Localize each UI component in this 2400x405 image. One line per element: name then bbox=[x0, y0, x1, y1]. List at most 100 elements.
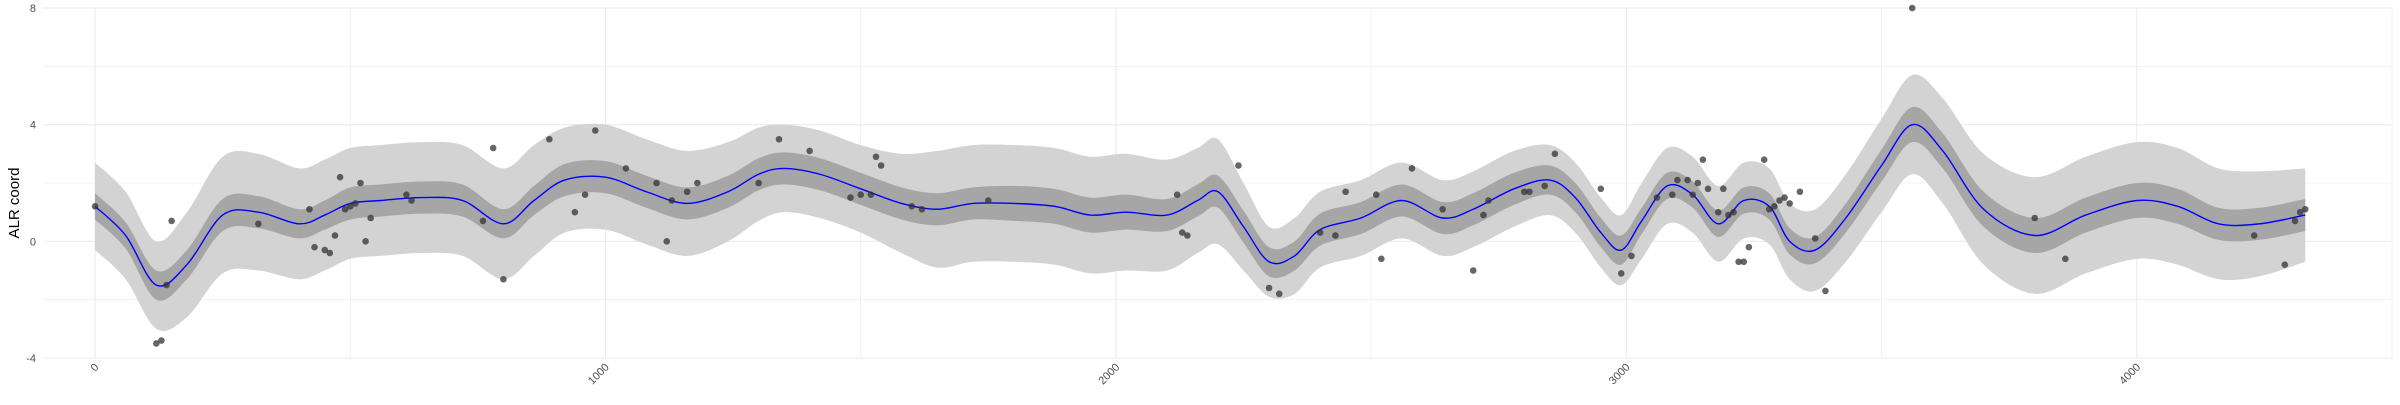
y-tick-label: 8 bbox=[30, 3, 36, 15]
data-point bbox=[1668, 191, 1676, 198]
data-point bbox=[91, 203, 99, 210]
data-point bbox=[1480, 211, 1487, 219]
data-point bbox=[1520, 188, 1528, 196]
data-point bbox=[806, 147, 813, 155]
data-point bbox=[1674, 176, 1681, 184]
data-point bbox=[1316, 229, 1324, 236]
data-point bbox=[872, 153, 880, 161]
y-axis-title: ALR coord bbox=[6, 168, 23, 239]
x-tick-label: 3000 bbox=[1607, 361, 1633, 387]
data-point bbox=[1771, 203, 1778, 210]
data-point bbox=[847, 194, 854, 201]
data-point bbox=[1372, 191, 1380, 198]
x-tick-label: 1000 bbox=[586, 361, 612, 387]
y-tick-label: -4 bbox=[26, 353, 36, 365]
data-point bbox=[1781, 194, 1788, 201]
data-point bbox=[1275, 290, 1283, 298]
data-point bbox=[306, 205, 313, 213]
data-point bbox=[1765, 205, 1773, 213]
data-point bbox=[1541, 182, 1548, 190]
x-tick-labels: 0 1000 2000 3000 4000 bbox=[89, 361, 2144, 387]
data-point bbox=[1178, 229, 1186, 236]
data-point bbox=[311, 243, 318, 251]
data-point bbox=[403, 191, 410, 198]
data-point bbox=[622, 165, 630, 172]
data-point bbox=[2062, 255, 2069, 263]
data-point bbox=[1740, 258, 1748, 266]
data-point bbox=[2291, 217, 2299, 225]
data-point bbox=[352, 200, 359, 207]
data-point bbox=[1653, 194, 1661, 201]
data-point bbox=[1628, 252, 1635, 260]
data-point bbox=[1469, 267, 1477, 274]
data-point bbox=[336, 173, 344, 181]
data-point bbox=[153, 340, 160, 347]
data-point bbox=[408, 197, 415, 204]
data-point bbox=[1597, 185, 1605, 193]
data-point bbox=[341, 205, 349, 213]
data-point bbox=[1714, 208, 1722, 216]
data-point bbox=[1173, 191, 1181, 198]
data-point bbox=[1684, 176, 1691, 184]
data-point bbox=[546, 135, 553, 143]
data-point bbox=[1720, 185, 1727, 193]
data-point bbox=[1617, 270, 1625, 277]
data-point bbox=[877, 162, 885, 169]
data-point bbox=[1796, 188, 1804, 196]
data-point bbox=[683, 188, 691, 196]
data-point bbox=[1822, 287, 1829, 295]
data-point bbox=[2250, 232, 2258, 239]
data-point bbox=[1184, 232, 1191, 239]
data-point bbox=[581, 191, 589, 198]
data-point bbox=[331, 232, 339, 239]
data-point bbox=[668, 197, 676, 204]
y-tick-label: 4 bbox=[30, 120, 36, 132]
data-point bbox=[694, 179, 701, 187]
inner-confidence-ribbon bbox=[95, 106, 2306, 301]
data-point bbox=[1265, 284, 1273, 292]
data-point bbox=[2301, 205, 2309, 213]
mean-line-group bbox=[94, 123, 2306, 287]
data-point bbox=[1760, 156, 1768, 163]
data-point bbox=[1551, 150, 1559, 158]
data-point bbox=[1408, 165, 1416, 172]
data-point bbox=[1689, 191, 1696, 198]
data-point bbox=[163, 281, 170, 289]
data-point bbox=[1704, 185, 1712, 193]
data-point bbox=[326, 249, 334, 257]
data-point bbox=[1378, 255, 1385, 263]
data-point bbox=[2296, 208, 2304, 216]
x-tick-label: 4000 bbox=[2117, 361, 2143, 387]
data-point bbox=[1776, 197, 1783, 204]
data-point bbox=[1786, 200, 1793, 207]
data-point bbox=[1485, 197, 1492, 204]
data-point bbox=[908, 203, 916, 210]
data-point bbox=[479, 217, 487, 225]
data-point bbox=[1235, 162, 1242, 169]
data-point bbox=[1811, 235, 1819, 242]
x-tick-label: 2000 bbox=[1096, 361, 1122, 387]
data-point bbox=[362, 238, 369, 245]
mean-line bbox=[94, 123, 2306, 287]
data-point bbox=[1908, 4, 1916, 12]
data-point bbox=[918, 205, 926, 213]
data-point bbox=[1526, 188, 1533, 196]
y-tick-labels: -4 0 4 8 bbox=[26, 3, 36, 365]
data-point bbox=[1730, 208, 1737, 216]
data-point bbox=[1735, 258, 1742, 266]
data-point bbox=[867, 191, 875, 198]
data-point bbox=[489, 144, 497, 152]
data-point bbox=[755, 179, 762, 187]
data-point bbox=[663, 238, 671, 245]
data-point bbox=[1725, 211, 1732, 219]
data-point bbox=[255, 220, 262, 228]
data-point bbox=[2281, 261, 2289, 268]
data-point bbox=[168, 217, 175, 225]
data-point bbox=[367, 214, 374, 222]
data-point bbox=[1745, 243, 1753, 251]
data-point bbox=[1694, 179, 1702, 187]
data-point bbox=[1342, 188, 1349, 196]
data-point bbox=[1332, 232, 1339, 239]
